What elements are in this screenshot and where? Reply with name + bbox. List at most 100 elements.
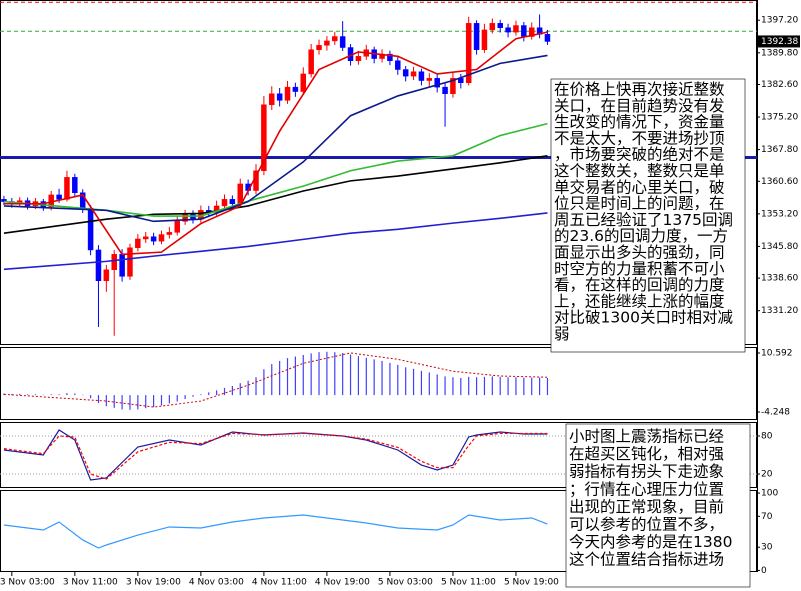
y-tick-label: 1345.80 xyxy=(761,242,798,252)
candle-body xyxy=(119,254,125,277)
annotation: 在价格上快再次接近整数关口，在目前趋势没有发生改变的情况下，资金量不是太大，不要… xyxy=(550,78,746,353)
annotation-line: 今天内参考的是在1380 xyxy=(569,533,732,551)
annotation-line: 上，还能继续上涨的幅度 xyxy=(554,292,725,310)
y-tick-label: -4.248 xyxy=(761,408,790,418)
y-tick-label: 100 xyxy=(761,489,778,499)
candle-body xyxy=(158,234,165,242)
annotation-line: 单交易者的心里关口，破 xyxy=(554,178,725,196)
indicator-line xyxy=(3,514,548,549)
candle-body xyxy=(481,29,488,50)
candle-body xyxy=(103,269,110,282)
candle-body xyxy=(442,86,448,94)
x-tick-label: 5 Nov 11:00 xyxy=(441,578,496,588)
candle-body xyxy=(72,177,78,193)
panel-frame xyxy=(0,422,757,488)
candle-body xyxy=(229,199,236,204)
annotation-line: 不是太大，不要进场抄顶 xyxy=(554,129,725,147)
candle-body xyxy=(300,73,307,92)
candle-body xyxy=(473,23,480,50)
annotation-line: 出现的正常现象，目前 xyxy=(569,498,724,516)
candle-body xyxy=(465,23,472,83)
candle-body xyxy=(142,236,149,240)
panel-frame xyxy=(0,490,757,572)
moving-average xyxy=(3,212,548,271)
annotation-box xyxy=(550,78,746,353)
candle-body xyxy=(261,104,267,171)
candle-body xyxy=(410,71,417,77)
indicator-line xyxy=(3,432,548,480)
candle-body xyxy=(418,71,425,81)
y-tick-label: 1353.20 xyxy=(761,209,798,219)
candle-body xyxy=(237,183,244,204)
candle-body xyxy=(489,23,496,31)
candle-body xyxy=(426,78,433,81)
y-tick-label: 1397.20 xyxy=(761,16,798,26)
annotation-line: 弱指标有拐头下走迹象 xyxy=(569,463,724,481)
y-tick-label: 1389.80 xyxy=(761,48,798,58)
annotation-line: ；行情在心理压力位置 xyxy=(569,480,724,498)
y-tick-label: 20 xyxy=(761,470,773,480)
candle-body xyxy=(528,27,535,37)
candle-body xyxy=(434,78,440,88)
candle-body xyxy=(111,254,117,271)
candle-body xyxy=(505,27,511,33)
annotation-line: 对比破1300关口时相对减 xyxy=(554,309,733,327)
y-tick-label: 1331.20 xyxy=(761,306,798,316)
y-tick-label: 70 xyxy=(761,512,773,522)
candle-body xyxy=(135,238,141,248)
candle-body xyxy=(339,36,346,48)
candle-body xyxy=(127,247,133,277)
y-tick-label: 1360.60 xyxy=(761,177,798,187)
y-tick-label: 1338.60 xyxy=(761,274,798,284)
moving-average xyxy=(3,54,548,223)
candle-body xyxy=(87,207,94,251)
candle-body xyxy=(292,86,299,92)
candle-body xyxy=(269,93,275,105)
candle-body xyxy=(395,60,401,70)
annotation-line: 位只是时间上的问题，在 xyxy=(554,195,725,213)
y-tick-label: 10.592 xyxy=(761,348,793,358)
x-tick-label: 3 Nov 11:00 xyxy=(63,578,118,588)
panel-frame xyxy=(0,0,757,345)
panel-frame xyxy=(0,347,757,420)
candle-body xyxy=(521,25,527,37)
candle-body xyxy=(332,36,338,42)
x-tick-label: 4 Nov 19:00 xyxy=(315,578,370,588)
annotation-line: 时空方的力量积蓄不可小 xyxy=(554,260,725,278)
y-tick-label: 1375.20 xyxy=(761,113,798,123)
candle-body xyxy=(497,23,503,28)
candle-body xyxy=(221,199,228,207)
candle-body xyxy=(513,25,519,33)
x-tick-label: 4 Nov 03:00 xyxy=(189,578,244,588)
x-tick-label: 5 Nov 19:00 xyxy=(504,578,559,588)
annotation-line: 周五已经验证了1375回调 xyxy=(554,211,733,229)
candle-body xyxy=(402,69,409,77)
candle-body xyxy=(450,78,456,94)
annotation-line: 生改变的情况下，资金量 xyxy=(554,113,725,131)
x-tick-label: 3 Nov 19:00 xyxy=(126,578,181,588)
candle-body xyxy=(1,199,7,202)
annotation-line: 这个位置结合指标进场 xyxy=(569,551,724,569)
candle-body xyxy=(387,53,393,61)
annotation-box xyxy=(565,423,751,588)
annotation-line: 在价格上快再次接近整数 xyxy=(554,81,725,99)
candle-body xyxy=(276,93,283,101)
x-tick-label: 3 Nov 03:00 xyxy=(0,578,55,588)
candle-body xyxy=(355,56,362,61)
annotation-line: 在超买区钝化，相对强 xyxy=(569,445,724,463)
y-tick-label: 1367.80 xyxy=(761,145,798,155)
candle-body xyxy=(284,86,291,101)
candle-body xyxy=(182,214,188,222)
y-tick-label: 0 xyxy=(761,566,767,576)
candle-body xyxy=(544,34,551,42)
y-tick-label: 1382.60 xyxy=(761,80,798,90)
current-price-box xyxy=(758,35,800,48)
annotation-line: 弱 xyxy=(554,325,570,343)
annotation-line: 可以参考的位置不多， xyxy=(569,516,724,534)
candle-body xyxy=(308,49,314,75)
candle-body xyxy=(324,40,330,46)
current-price-label: 1392.38 xyxy=(761,37,798,47)
moving-average xyxy=(3,154,548,235)
candle-body xyxy=(56,194,62,200)
candle-body xyxy=(64,177,70,200)
